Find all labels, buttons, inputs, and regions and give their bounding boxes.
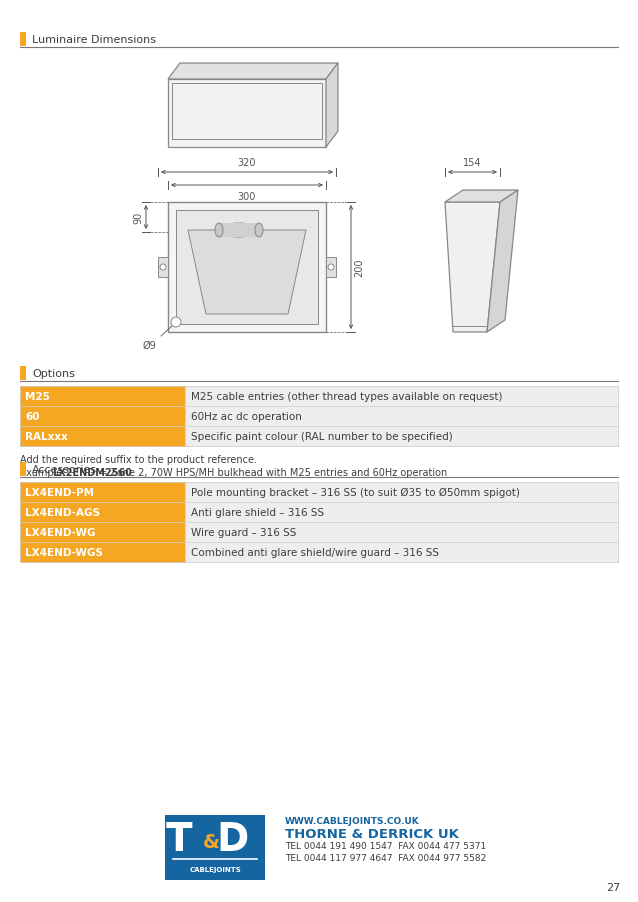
Text: M25 cable entries (other thread types available on request): M25 cable entries (other thread types av… <box>191 391 503 401</box>
Text: Anti glare shield – 316 SS: Anti glare shield – 316 SS <box>191 508 324 518</box>
Text: Options: Options <box>32 369 75 379</box>
Polygon shape <box>188 231 306 315</box>
Text: Luminaire Dimensions: Luminaire Dimensions <box>32 35 156 45</box>
Bar <box>20 542 185 562</box>
Bar <box>20 33 26 47</box>
Circle shape <box>328 264 334 271</box>
Bar <box>20 407 185 427</box>
Bar <box>176 211 318 325</box>
Bar <box>185 522 618 542</box>
Bar <box>185 427 618 446</box>
Polygon shape <box>445 203 500 333</box>
Polygon shape <box>445 191 518 203</box>
Text: Example:: Example: <box>20 467 69 477</box>
Bar <box>20 483 185 502</box>
Bar <box>20 502 185 522</box>
Text: 27: 27 <box>605 882 620 892</box>
Text: = Zone 2, 70W HPS/MH bulkhead with M25 entries and 60Hz operation: = Zone 2, 70W HPS/MH bulkhead with M25 e… <box>100 467 447 477</box>
Text: Wire guard – 316 SS: Wire guard – 316 SS <box>191 528 297 538</box>
Text: Combined anti glare shield/wire guard – 316 SS: Combined anti glare shield/wire guard – … <box>191 548 439 557</box>
Text: Add the required suffix to the product reference.: Add the required suffix to the product r… <box>20 455 257 465</box>
Polygon shape <box>326 64 338 148</box>
Text: LX4END-AGS: LX4END-AGS <box>25 508 100 518</box>
Text: 90: 90 <box>133 212 143 224</box>
Bar <box>165 815 265 879</box>
Text: 154: 154 <box>463 158 482 168</box>
Text: T: T <box>166 820 192 858</box>
Text: Accessories: Accessories <box>32 465 97 474</box>
Text: TEL 0044 191 490 1547  FAX 0044 477 5371: TEL 0044 191 490 1547 FAX 0044 477 5371 <box>285 842 486 851</box>
Text: Specific paint colour (RAL number to be specified): Specific paint colour (RAL number to be … <box>191 431 453 441</box>
Text: LX4END-WG: LX4END-WG <box>25 528 96 538</box>
Text: 200: 200 <box>354 259 364 277</box>
Ellipse shape <box>255 224 263 238</box>
Text: LX4END-PM: LX4END-PM <box>25 487 94 497</box>
Ellipse shape <box>215 224 223 238</box>
Bar <box>20 366 26 381</box>
Text: 300: 300 <box>238 192 256 202</box>
Bar <box>219 224 259 238</box>
Bar <box>20 387 185 407</box>
Bar <box>185 407 618 427</box>
Bar <box>20 387 618 446</box>
Text: LX2ENDM2560: LX2ENDM2560 <box>52 467 132 477</box>
Polygon shape <box>487 191 518 333</box>
Text: RALxxx: RALxxx <box>25 431 68 441</box>
Bar <box>326 258 336 278</box>
Bar <box>20 522 185 542</box>
Text: 60: 60 <box>25 411 40 421</box>
Bar <box>185 387 618 407</box>
Circle shape <box>160 264 166 271</box>
Text: WWW.CABLEJOINTS.CO.UK: WWW.CABLEJOINTS.CO.UK <box>285 816 420 825</box>
Bar <box>20 483 618 562</box>
Bar <box>20 463 26 476</box>
Bar <box>185 502 618 522</box>
Text: THORNE & DERRICK UK: THORNE & DERRICK UK <box>285 827 459 841</box>
Bar <box>185 483 618 502</box>
Text: 320: 320 <box>238 158 256 168</box>
Text: 60Hz ac dc operation: 60Hz ac dc operation <box>191 411 302 421</box>
Bar <box>168 80 326 148</box>
Text: Ø9: Ø9 <box>142 341 156 351</box>
Polygon shape <box>168 64 338 80</box>
Text: D: D <box>217 820 249 858</box>
Bar <box>20 427 185 446</box>
Text: &: & <box>202 833 219 851</box>
Bar <box>168 203 326 333</box>
Bar <box>158 258 168 278</box>
Text: TEL 0044 117 977 4647  FAX 0044 977 5582: TEL 0044 117 977 4647 FAX 0044 977 5582 <box>285 853 486 862</box>
Text: M25: M25 <box>25 391 50 401</box>
Bar <box>185 542 618 562</box>
Ellipse shape <box>219 224 259 238</box>
Text: Pole mounting bracket – 316 SS (to suit Ø35 to Ø50mm spigot): Pole mounting bracket – 316 SS (to suit … <box>191 487 520 498</box>
Circle shape <box>171 318 181 327</box>
Text: CABLEJOINTS: CABLEJOINTS <box>189 866 241 872</box>
Text: LX4END-WGS: LX4END-WGS <box>25 548 103 557</box>
